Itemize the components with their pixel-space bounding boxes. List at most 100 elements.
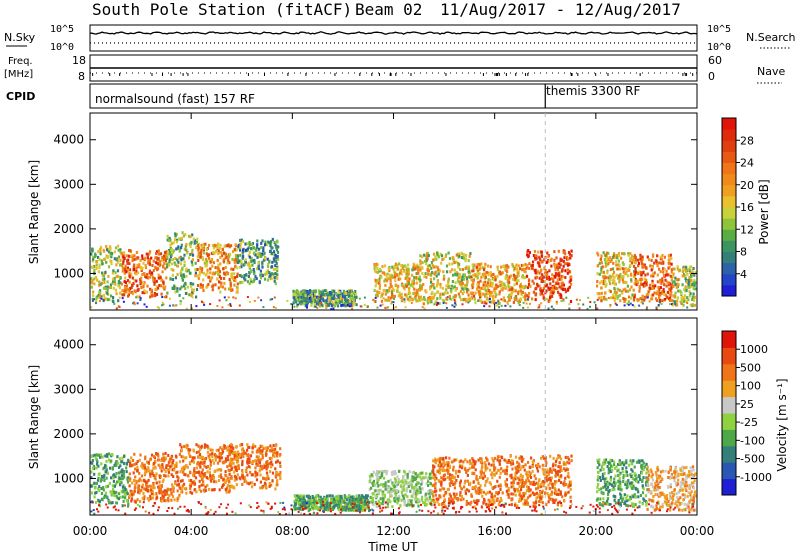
data-cell — [300, 296, 303, 299]
data-cell — [430, 300, 433, 304]
data-cell — [166, 265, 169, 269]
data-cell — [436, 281, 439, 285]
data-cell — [218, 246, 221, 250]
data-cell — [307, 495, 310, 499]
data-cell — [263, 277, 267, 281]
data-cell — [512, 288, 515, 292]
data-cell — [511, 287, 514, 291]
data-cell — [443, 299, 446, 303]
data-cell — [613, 299, 616, 302]
data-cell — [686, 296, 689, 300]
data-cell — [460, 251, 463, 255]
data-cell — [693, 295, 696, 299]
data-cell — [472, 273, 475, 277]
data-cell — [345, 299, 348, 303]
data-cell — [202, 271, 206, 275]
data-cell — [178, 256, 181, 260]
data-cell — [252, 246, 255, 250]
data-cell — [180, 445, 183, 449]
data-cell — [234, 465, 237, 469]
data-cell — [265, 471, 269, 475]
data-cell — [527, 295, 530, 299]
data-cell — [407, 272, 410, 276]
data-cell — [491, 284, 494, 288]
data-cell — [170, 456, 173, 460]
data-cell — [382, 289, 386, 293]
data-cell — [258, 251, 261, 255]
data-cell — [172, 459, 175, 463]
data-cell — [394, 279, 397, 283]
data-cell — [224, 473, 227, 477]
data-cell — [301, 498, 304, 502]
data-cell — [376, 270, 379, 274]
data-cell — [194, 268, 197, 272]
data-cell — [674, 295, 677, 298]
data-cell — [347, 494, 350, 498]
data-cell — [302, 497, 305, 501]
data-cell — [689, 281, 692, 285]
data-cell — [467, 301, 470, 304]
data-cell — [106, 285, 109, 289]
data-cell — [633, 255, 636, 259]
data-cell — [347, 504, 351, 508]
data-cell — [216, 468, 219, 472]
data-cell — [248, 265, 251, 268]
data-cell — [401, 298, 404, 302]
data-cell — [307, 298, 310, 302]
data-cell — [622, 280, 625, 283]
data-cell — [663, 255, 666, 259]
data-cell — [648, 288, 651, 292]
data-cell — [147, 468, 150, 472]
data-cell — [168, 258, 171, 262]
data-cell — [200, 245, 203, 249]
data-cell — [183, 445, 186, 448]
data-cell — [201, 455, 204, 459]
data-cell — [482, 292, 485, 296]
data-cell — [412, 265, 415, 269]
data-cell — [232, 258, 236, 262]
data-cell — [691, 272, 694, 276]
data-cell — [297, 303, 299, 306]
data-cell — [164, 493, 167, 497]
data-cell — [279, 461, 282, 465]
data-cell — [94, 255, 97, 259]
data-cell — [513, 297, 516, 301]
data-cell — [489, 281, 492, 285]
data-cell — [111, 281, 114, 285]
data-cell — [335, 301, 337, 304]
data-cell — [228, 486, 231, 490]
data-cell — [98, 295, 101, 299]
data-cell — [106, 484, 110, 488]
data-cell — [655, 261, 658, 265]
data-cell — [269, 449, 273, 453]
data-cell — [683, 297, 686, 301]
data-cell — [642, 302, 644, 305]
data-cell — [152, 278, 155, 282]
data-cell — [408, 277, 411, 281]
data-cell — [379, 502, 383, 506]
data-cell — [492, 277, 495, 281]
data-cell — [105, 476, 108, 480]
data-cell — [247, 482, 250, 486]
data-cell — [116, 269, 120, 273]
data-cell — [117, 471, 120, 475]
data-cell — [160, 292, 163, 296]
data-cell — [401, 296, 404, 299]
data-cell — [217, 286, 220, 290]
data-cell — [514, 265, 517, 269]
data-cell — [660, 282, 663, 285]
data-cell — [415, 272, 418, 275]
data-cell — [150, 256, 153, 260]
data-cell — [133, 267, 136, 271]
data-cell — [374, 296, 377, 299]
data-cell — [222, 251, 226, 255]
data-cell — [152, 276, 155, 280]
nsky-trace — [90, 31, 698, 35]
data-cell — [264, 240, 267, 244]
data-cell — [143, 291, 146, 295]
data-cell — [388, 286, 391, 290]
data-cell — [269, 244, 272, 248]
data-cell — [394, 275, 397, 279]
data-cell — [660, 291, 663, 295]
data-cell — [92, 255, 95, 259]
